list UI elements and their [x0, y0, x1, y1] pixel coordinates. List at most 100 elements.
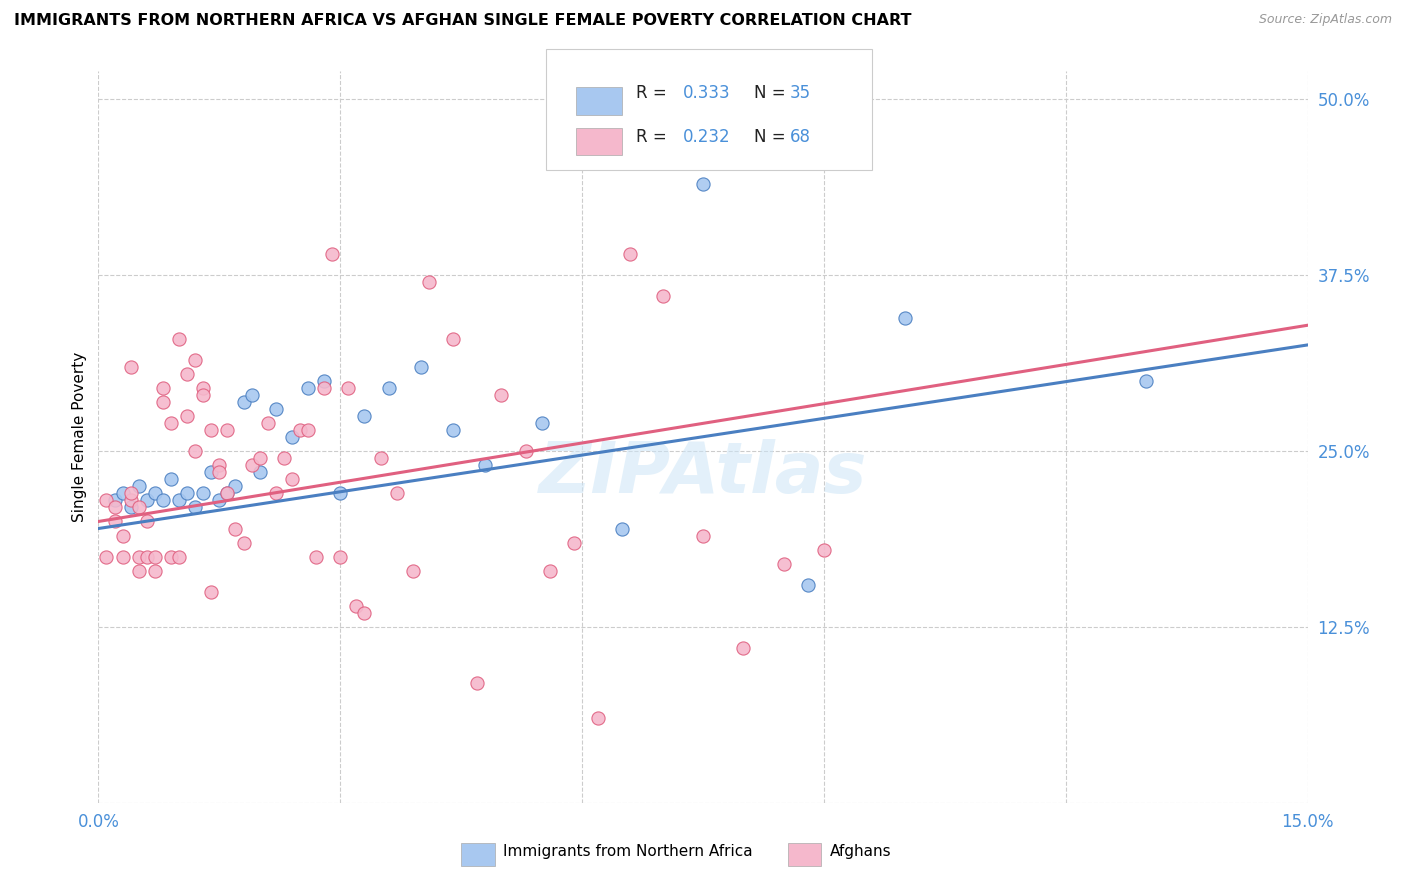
Point [176, 409, 198, 423]
Point [256, 416, 278, 430]
Text: ZIPAtlas: ZIPAtlas [538, 439, 868, 508]
Point [120, 493, 142, 508]
Point [184, 444, 207, 458]
Text: 0.232: 0.232 [682, 128, 730, 146]
Point [474, 458, 496, 473]
Point [111, 549, 134, 564]
Text: 68: 68 [790, 128, 811, 146]
Point [893, 310, 915, 325]
Point [193, 486, 215, 500]
Point [273, 451, 295, 466]
Point [619, 247, 641, 261]
Y-axis label: Single Female Poverty: Single Female Poverty [72, 352, 87, 522]
Text: N =: N = [754, 84, 790, 102]
Point [111, 528, 134, 542]
Point [418, 276, 440, 290]
Point [515, 444, 537, 458]
Point [200, 584, 222, 599]
Point [135, 549, 157, 564]
Point [184, 352, 207, 367]
Point [491, 388, 513, 402]
Point [232, 535, 254, 549]
Point [103, 515, 125, 529]
Point [111, 486, 134, 500]
Point [772, 557, 794, 571]
Point [692, 177, 714, 191]
Point [377, 381, 399, 395]
FancyBboxPatch shape [461, 843, 495, 866]
Point [465, 676, 488, 690]
Text: R =: R = [637, 128, 672, 146]
Point [813, 542, 835, 557]
Point [797, 578, 820, 592]
Point [530, 416, 553, 430]
Point [288, 423, 311, 437]
FancyBboxPatch shape [576, 87, 621, 115]
Point [128, 549, 150, 564]
Point [409, 359, 432, 374]
Point [612, 521, 634, 535]
Point [96, 549, 118, 564]
Point [249, 451, 271, 466]
Point [224, 479, 246, 493]
Point [249, 465, 271, 479]
Point [103, 500, 125, 515]
Point [200, 423, 222, 437]
Point [193, 381, 215, 395]
Point [96, 493, 118, 508]
FancyBboxPatch shape [576, 128, 621, 155]
Point [344, 599, 367, 613]
Point [329, 486, 352, 500]
Point [208, 458, 231, 473]
Point [160, 549, 183, 564]
Point [337, 381, 360, 395]
Text: IMMIGRANTS FROM NORTHERN AFRICA VS AFGHAN SINGLE FEMALE POVERTY CORRELATION CHAR: IMMIGRANTS FROM NORTHERN AFRICA VS AFGHA… [14, 13, 911, 29]
Point [167, 493, 190, 508]
Point [208, 493, 231, 508]
Point [692, 528, 714, 542]
Point [353, 409, 375, 423]
Point [184, 500, 207, 515]
Point [1135, 374, 1157, 388]
Point [135, 493, 157, 508]
Point [240, 388, 263, 402]
Point [120, 486, 142, 500]
Point [120, 500, 142, 515]
Point [167, 332, 190, 346]
Point [281, 430, 304, 444]
Point [128, 479, 150, 493]
Point [200, 465, 222, 479]
Point [120, 359, 142, 374]
Point [314, 381, 336, 395]
Point [152, 493, 174, 508]
Point [143, 549, 166, 564]
Point [297, 381, 319, 395]
Point [305, 549, 328, 564]
Point [402, 564, 425, 578]
Point [733, 641, 755, 656]
Point [217, 486, 239, 500]
Text: Afghans: Afghans [830, 845, 891, 859]
Point [128, 564, 150, 578]
Text: Source: ZipAtlas.com: Source: ZipAtlas.com [1258, 13, 1392, 27]
Point [128, 500, 150, 515]
Text: Immigrants from Northern Africa: Immigrants from Northern Africa [503, 845, 754, 859]
Text: 35: 35 [790, 84, 811, 102]
Point [385, 486, 408, 500]
Point [264, 401, 287, 416]
Point [176, 486, 198, 500]
Point [314, 374, 336, 388]
Point [135, 515, 157, 529]
Point [353, 606, 375, 620]
Point [441, 332, 464, 346]
Point [143, 486, 166, 500]
Point [651, 289, 673, 303]
Point [232, 395, 254, 409]
Point [152, 381, 174, 395]
Point [103, 493, 125, 508]
Point [152, 395, 174, 409]
Point [297, 423, 319, 437]
Point [143, 564, 166, 578]
Point [281, 472, 304, 486]
Point [208, 465, 231, 479]
